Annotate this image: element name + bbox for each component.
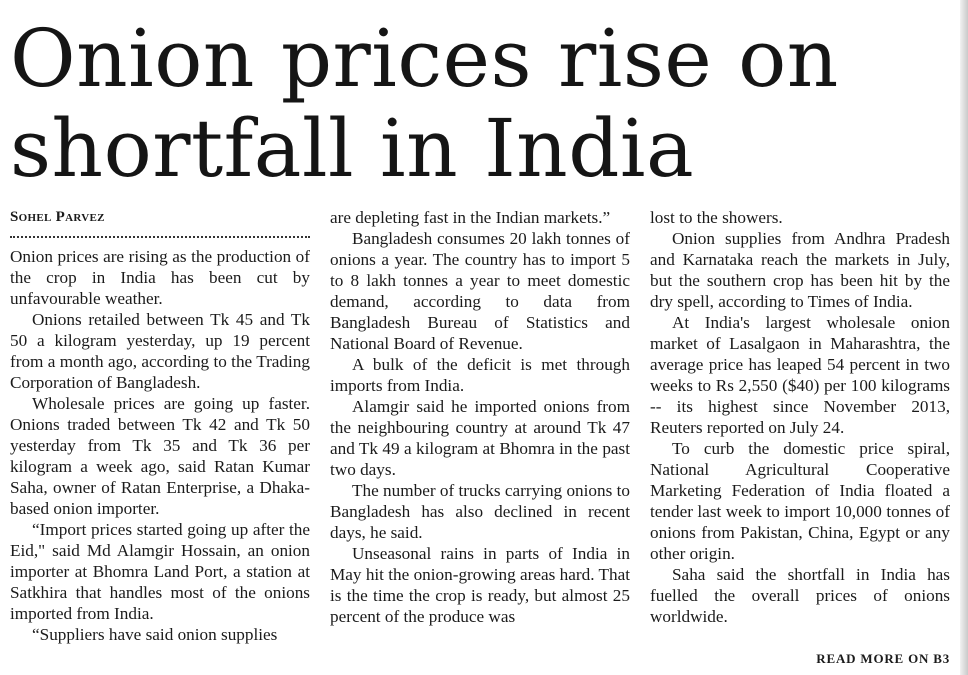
paragraph: Saha said the shortfall in India has fue… <box>650 565 950 626</box>
paragraph: Unseasonal rains in parts of India in Ma… <box>330 544 630 626</box>
paragraph: The number of trucks carrying onions to … <box>330 481 630 542</box>
read-more-link[interactable]: READ MORE ON B3 <box>816 651 950 666</box>
paragraph: “Suppliers have said onion supplies <box>32 625 278 644</box>
paragraph: To curb the domestic price spiral, Natio… <box>650 439 950 563</box>
headline-line-2: shortfall in India <box>10 102 695 195</box>
paragraph: lost to the showers. <box>650 208 783 227</box>
byline: Sohel Parvez <box>10 209 105 225</box>
article-column-1: Sohel Parvez Onion prices are rising as … <box>10 207 310 645</box>
paragraph: At India's largest wholesale onion marke… <box>650 313 950 437</box>
paragraph: Onion supplies from Andhra Pradesh and K… <box>650 229 950 311</box>
paragraph: are depleting fast in the Indian markets… <box>330 208 611 227</box>
byline-divider <box>10 228 310 238</box>
paragraph: Bangladesh consumes 20 lakh tonnes of on… <box>330 229 630 353</box>
headline: Onion prices rise on shortfall in India <box>10 14 955 194</box>
article-column-3: lost to the showers. Onion supplies from … <box>650 207 950 627</box>
paragraph: Onions retailed between Tk 45 and Tk 50 … <box>10 310 310 392</box>
headline-line-1: Onion prices rise on <box>10 12 839 105</box>
page-edge <box>960 0 968 675</box>
paragraph: Wholesale prices are going up faster. On… <box>10 394 310 518</box>
paragraph: Alamgir said he imported onions from the… <box>330 397 630 479</box>
paragraph: Onion prices are rising as the productio… <box>10 247 310 308</box>
article-column-2: are depleting fast in the Indian markets… <box>330 207 630 627</box>
paragraph: A bulk of the deficit is met through imp… <box>330 355 630 395</box>
paragraph: “Import prices started going up after th… <box>10 520 310 623</box>
